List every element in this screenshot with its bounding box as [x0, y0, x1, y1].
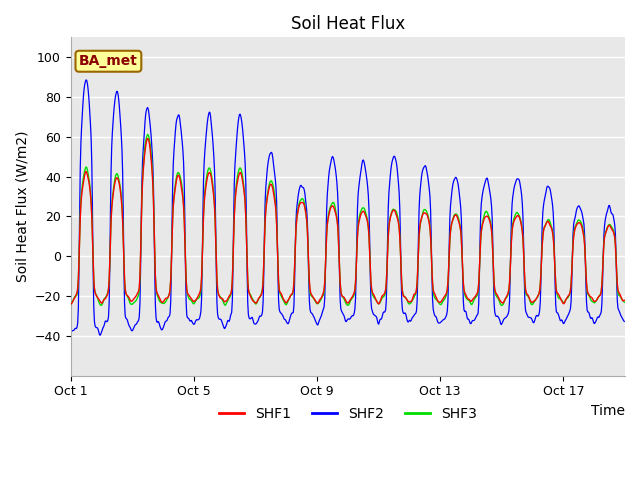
Title: Soil Heat Flux: Soil Heat Flux — [291, 15, 405, 33]
X-axis label: Time: Time — [591, 404, 625, 418]
Legend: SHF1, SHF2, SHF3: SHF1, SHF2, SHF3 — [213, 401, 483, 426]
Text: BA_met: BA_met — [79, 54, 138, 68]
Y-axis label: Soil Heat Flux (W/m2): Soil Heat Flux (W/m2) — [15, 131, 29, 282]
